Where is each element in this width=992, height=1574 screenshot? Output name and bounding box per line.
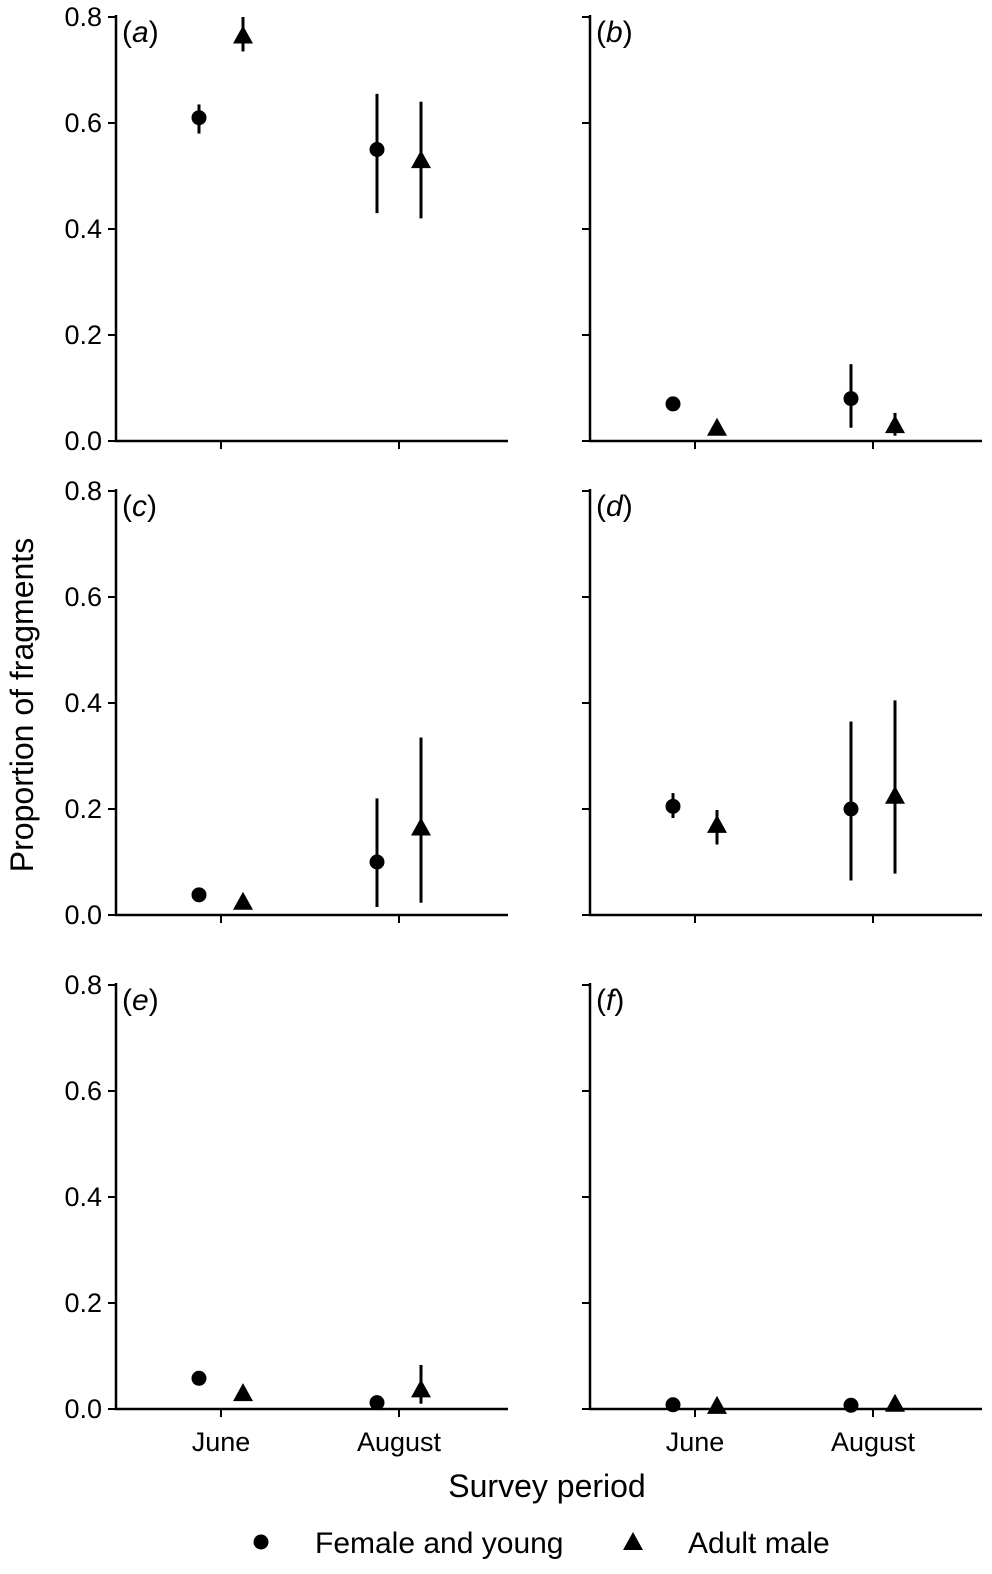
panel-d: (d) [582, 489, 982, 923]
x-tick-label: August [831, 1427, 916, 1457]
y-tick-label: 0.0 [64, 426, 102, 456]
point-adult-male [707, 417, 727, 436]
y-axis-title: Proportion of fragments [4, 538, 40, 872]
panels-group: 0.0 0.2 0.4 0.6 0.8 (a) (b) 0.0 0.2 0.4 0.6 0.8 (c) (… [64, 2, 982, 1457]
point-female-and-young [665, 396, 681, 412]
y-tick-label: 0.2 [64, 1288, 102, 1318]
point-female-and-young [843, 391, 859, 407]
y-tick-label: 0.0 [64, 900, 102, 930]
y-tick-label: 0.6 [64, 108, 102, 138]
legend-marker-circle [253, 1534, 269, 1550]
point-adult-male [233, 1383, 253, 1402]
point-adult-male [707, 1395, 727, 1414]
point-female-and-young [843, 1397, 859, 1413]
point-female-and-young [665, 798, 681, 814]
panel-label: (e) [122, 984, 159, 1017]
legend: Female and young Adult male [253, 1527, 830, 1560]
panel-label: (a) [122, 16, 159, 49]
point-female-and-young [191, 1370, 207, 1386]
point-adult-male [885, 415, 905, 434]
point-adult-male [411, 1379, 431, 1398]
point-female-and-young [369, 854, 385, 870]
panel-b: (b) [582, 15, 982, 449]
point-adult-male [233, 891, 253, 910]
panel-c: 0.0 0.2 0.4 0.6 0.8 (c) [64, 476, 508, 930]
point-female-and-young [369, 142, 385, 157]
legend-label: Adult male [688, 1527, 830, 1560]
y-tick-label: 0.8 [64, 970, 102, 1000]
point-adult-male [411, 150, 431, 169]
point-adult-male [707, 814, 727, 833]
panel-e: 0.0 0.2 0.4 0.6 0.8 June August (e) [64, 970, 508, 1457]
panel-label: (c) [122, 490, 157, 523]
point-adult-male [885, 1393, 905, 1412]
y-tick-label: 0.6 [64, 582, 102, 612]
point-adult-male [885, 785, 905, 804]
point-female-and-young [191, 110, 207, 126]
x-tick-label: June [192, 1427, 251, 1457]
point-adult-male [411, 817, 431, 836]
y-tick-label: 0.4 [64, 214, 102, 244]
panel-label: (d) [596, 490, 633, 523]
panel-a: 0.0 0.2 0.4 0.6 0.8 (a) [64, 2, 508, 456]
y-tick-label: 0.2 [64, 320, 102, 350]
panel-label: (b) [596, 16, 633, 49]
y-tick-label: 0.2 [64, 794, 102, 824]
y-tick-label: 0.4 [64, 1182, 102, 1212]
panel-label: (f) [596, 984, 624, 1017]
legend-marker-triangle [623, 1532, 643, 1550]
y-tick-label: 0.8 [64, 476, 102, 506]
y-tick-label: 0.6 [64, 1076, 102, 1106]
point-adult-male [233, 25, 253, 44]
y-tick-label: 0.8 [64, 2, 102, 32]
y-tick-label: 0.0 [64, 1394, 102, 1424]
x-tick-label: August [357, 1427, 442, 1457]
x-tick-label: June [666, 1427, 725, 1457]
x-axis-title: Survey period [448, 1468, 645, 1504]
point-female-and-young [369, 1395, 385, 1411]
y-tick-label: 0.4 [64, 688, 102, 718]
panel-f: June August (f) [582, 983, 982, 1457]
point-female-and-young [665, 1397, 681, 1413]
point-female-and-young [191, 887, 207, 903]
legend-label: Female and young [315, 1527, 564, 1560]
point-female-and-young [843, 801, 859, 817]
